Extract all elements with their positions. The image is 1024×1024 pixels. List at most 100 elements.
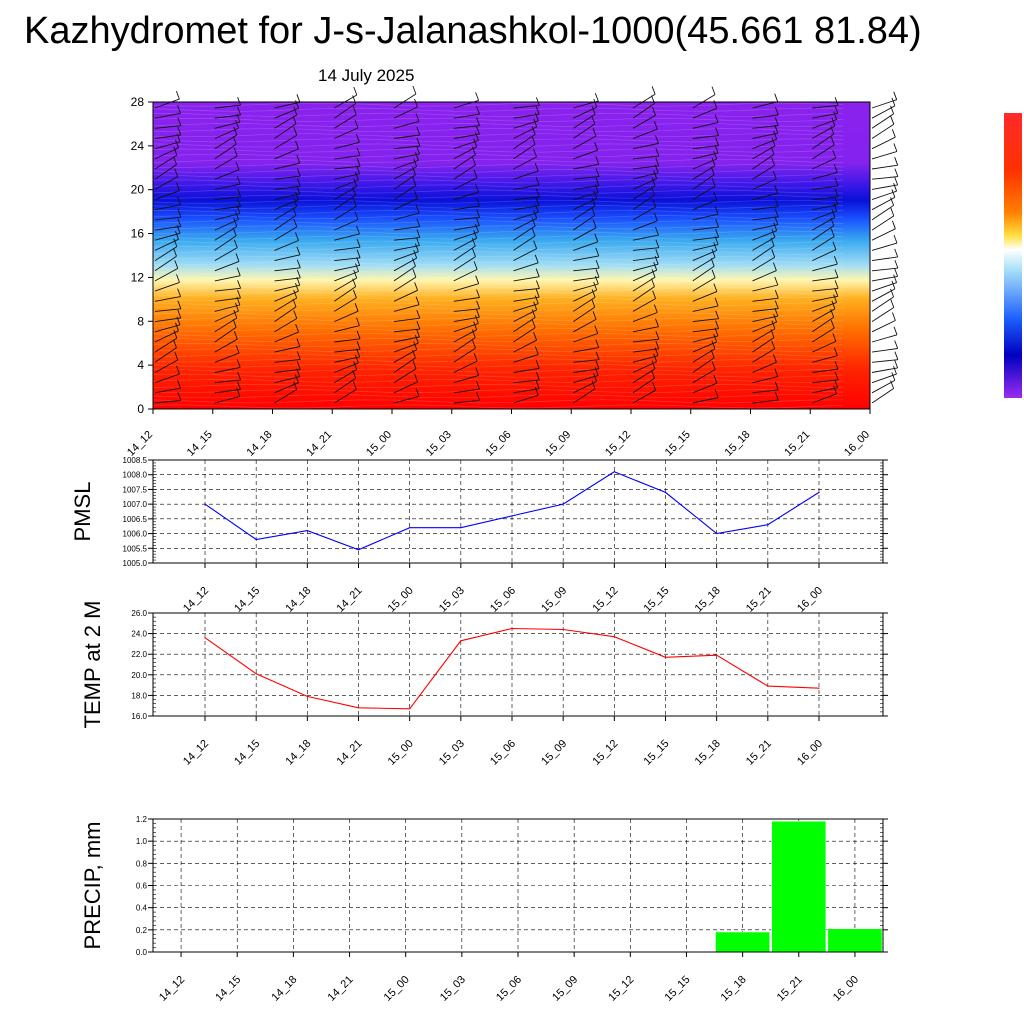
wind-barb-flag — [295, 191, 299, 200]
wind-barb-flag — [472, 248, 476, 257]
wind-barb-flag — [232, 319, 237, 328]
data-point — [460, 527, 462, 529]
wind-barb-flag — [236, 388, 241, 397]
x-tick-label: 15_21 — [744, 738, 774, 768]
contour-line — [152, 261, 844, 266]
wind-barb-flag — [475, 183, 480, 193]
wind-barb-flag — [774, 290, 779, 299]
wind-barb-flag — [177, 288, 182, 297]
wind-barb-flag — [293, 218, 298, 228]
wind-barb-flag — [531, 309, 536, 318]
y-tick-label: 1008.5 — [123, 456, 148, 465]
wind-barb-flag — [831, 117, 836, 126]
wind-barb-flag — [770, 146, 775, 155]
wind-barb — [632, 377, 655, 394]
wind-barb — [214, 287, 241, 292]
contour-line — [152, 225, 844, 230]
wind-barb-flag — [890, 288, 895, 298]
wind-barb-flag — [533, 332, 538, 341]
wind-barb-flag — [891, 129, 896, 138]
y-tick-label: 1008.0 — [123, 471, 148, 480]
wind-barb — [453, 308, 480, 312]
wind-barb-flag — [235, 161, 240, 170]
wind-barb — [334, 219, 359, 231]
wind-barb-flag — [175, 231, 179, 240]
wind-barb-flag — [891, 189, 896, 198]
wind-barb — [334, 246, 361, 251]
contour-line — [152, 133, 844, 138]
wind-barb — [334, 257, 361, 262]
contour-line — [152, 307, 844, 312]
contour-line — [152, 143, 844, 148]
wind-barb-flag — [891, 97, 896, 107]
x-tick-label: 15_03 — [437, 738, 467, 768]
wind-barb-flag — [416, 218, 421, 227]
wind-barb — [274, 358, 301, 363]
wind-barb-flag — [233, 309, 238, 319]
wind-barb — [393, 381, 418, 394]
wind-barb-flag — [177, 300, 182, 309]
wind-barb-flag — [412, 177, 417, 186]
x-tick-label: 14_18 — [245, 429, 275, 459]
y-axis-label: PMSL — [70, 482, 95, 542]
wind-barb-flag — [893, 274, 898, 283]
wind-barb — [632, 185, 656, 200]
data-point — [357, 549, 360, 551]
wind-barb — [274, 215, 297, 231]
wind-barb-flag — [894, 268, 899, 277]
wind-barb-flag — [471, 237, 476, 247]
wind-barb — [393, 226, 420, 231]
wind-barb-flag — [354, 119, 359, 129]
wind-barb — [513, 367, 540, 373]
wind-barb — [274, 134, 298, 150]
wind-barb-flag — [356, 249, 361, 258]
x-tick-label: 15_12 — [603, 429, 633, 459]
wind-barb-flag — [412, 360, 417, 369]
wind-barb — [513, 156, 537, 170]
wind-barb — [812, 327, 835, 343]
wind-barb-flag — [653, 212, 658, 222]
wind-barb — [334, 141, 360, 150]
wind-barb — [812, 393, 837, 404]
wind-barb-flag — [651, 86, 656, 95]
contour-line — [152, 169, 844, 174]
wind-barb — [632, 355, 659, 363]
wind-barb — [513, 353, 539, 363]
wind-barb — [214, 155, 238, 170]
x-tick-label: 15_00 — [386, 738, 416, 768]
contour-line — [152, 256, 844, 261]
wind-barb-flag — [476, 392, 481, 401]
data-point — [562, 628, 564, 631]
y-tick-label: 1006.0 — [123, 530, 148, 539]
y-tick-label: 8 — [137, 314, 144, 328]
contour-line — [152, 250, 844, 255]
contour-line — [152, 266, 844, 271]
x-tick-label: 16_00 — [795, 585, 825, 615]
wind-barb-flag — [774, 106, 779, 116]
wind-barb-flag — [356, 147, 361, 156]
precip-bar — [771, 820, 827, 953]
wind-barb-flag — [714, 144, 719, 154]
x-tick-label: 15_03 — [424, 429, 454, 459]
wind-barb — [453, 164, 476, 180]
wind-barb-flag — [177, 117, 182, 126]
wind-barb-flag — [651, 177, 656, 186]
wind-barb — [453, 374, 479, 384]
x-tick-label: 14_21 — [335, 738, 365, 768]
wind-barb-flag — [715, 310, 720, 319]
wind-barb-flag — [353, 269, 358, 279]
wind-barb — [752, 270, 777, 282]
wind-barb — [154, 141, 181, 150]
wind-barb — [154, 324, 181, 333]
panel-frame — [152, 612, 884, 717]
wind-barb-flag — [177, 196, 182, 206]
wind-barb — [274, 193, 300, 201]
contour-line — [152, 117, 844, 122]
wind-barb-flag — [893, 143, 898, 152]
wind-barb — [513, 317, 536, 333]
x-tick-label: 14_12 — [157, 974, 187, 1004]
wind-barb — [453, 268, 478, 282]
wind-barb-flag — [591, 298, 596, 308]
contour-line — [152, 297, 844, 301]
wind-barb-flag — [415, 388, 420, 397]
